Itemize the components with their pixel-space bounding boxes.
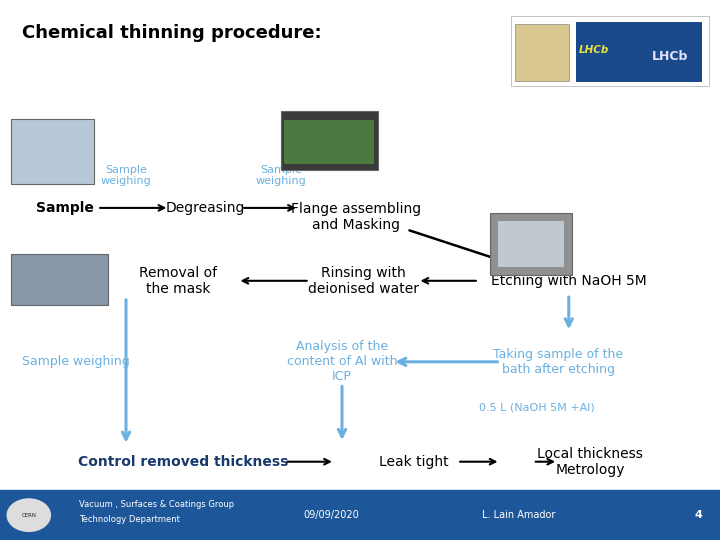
Circle shape [7,499,50,531]
Text: Leak tight: Leak tight [379,455,449,469]
Text: LHCb: LHCb [579,45,609,55]
Bar [11,119,94,184]
Text: Chemical thinning procedure:: Chemical thinning procedure: [22,24,321,42]
Text: Removal of
the mask: Removal of the mask [140,266,217,296]
Text: Taking sample of the
bath after etching: Taking sample of the bath after etching [493,348,623,376]
Text: 4: 4 [695,510,702,520]
Bar [498,221,564,267]
Bar [515,24,569,81]
Text: Rinsing with
deionised water: Rinsing with deionised water [308,266,419,296]
Text: Flange assembling
and Masking: Flange assembling and Masking [292,202,421,232]
Text: Control removed thickness: Control removed thickness [78,455,289,469]
Bar [11,254,108,305]
Bar [511,16,709,86]
Text: CERN: CERN [22,512,36,518]
Text: Local thickness
Metrology: Local thickness Metrology [537,447,644,477]
Text: Sample
weighing: Sample weighing [101,165,151,186]
Bar [576,22,702,82]
Text: Sample
weighing: Sample weighing [256,165,306,186]
Text: 09/09/2020: 09/09/2020 [303,510,359,520]
Bar [0,490,720,540]
Text: 0.5 L (NaOH 5M +Al): 0.5 L (NaOH 5M +Al) [479,403,594,413]
Text: Sample: Sample [36,201,94,215]
Text: Analysis of the
content of Al with
ICP: Analysis of the content of Al with ICP [287,340,397,383]
Text: Degreasing: Degreasing [166,201,245,215]
Text: LHCb: LHCb [652,50,688,63]
Text: Technology Department: Technology Department [79,515,180,524]
Text: Sample weighing: Sample weighing [22,355,130,368]
Bar [490,213,572,275]
Bar [281,111,378,170]
Text: Etching with NaOH 5M: Etching with NaOH 5M [491,274,647,288]
Text: Vacuum , Surfaces & Coatings Group: Vacuum , Surfaces & Coatings Group [79,500,234,509]
Bar [284,120,374,164]
Text: L. Lain Amador: L. Lain Amador [482,510,555,520]
